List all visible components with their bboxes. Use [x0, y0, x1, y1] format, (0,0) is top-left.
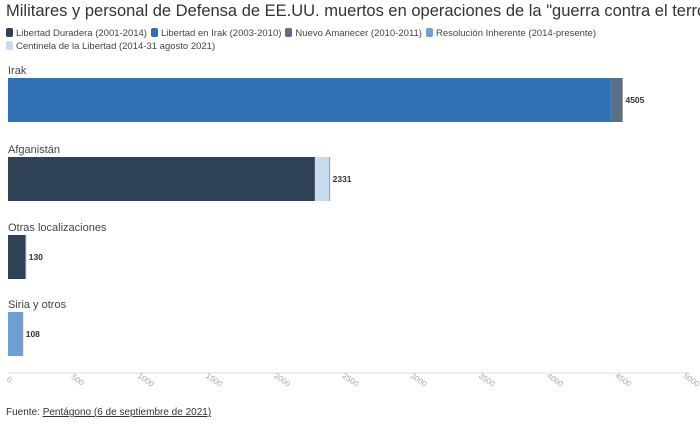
legend-label: Centinela de la Libertad (2014-31 agosto… — [16, 41, 216, 52]
bar-segment[interactable] — [8, 235, 26, 279]
x-tick-label: 4500 — [613, 371, 633, 389]
bar-segment[interactable] — [610, 78, 623, 122]
bar-total-label: 130 — [29, 252, 43, 262]
legend-item[interactable]: Libertad Duradera (2001-2014) — [6, 27, 147, 40]
legend-label: Nuevo Amanecer (2010-2011) — [295, 28, 422, 39]
category-label: Siria y otros — [8, 299, 67, 311]
category-label: Afganistán — [8, 144, 60, 156]
bar-total-label: 108 — [26, 329, 40, 339]
legend-swatch — [6, 41, 13, 50]
bar-total-label: 2331 — [333, 174, 352, 184]
source-note: Fuente: Pentágono (6 de septiembre de 20… — [6, 407, 211, 418]
legend-label: Libertad en Irak (2003-2010) — [160, 28, 282, 39]
source-link[interactable]: Pentágono (6 de septiembre de 2021) — [42, 407, 212, 418]
x-tick-label: 1500 — [204, 371, 224, 389]
x-tick-label: 5000 — [682, 371, 700, 389]
category-label: Otras localizaciones — [8, 222, 107, 234]
legend-item[interactable]: Nuevo Amanecer (2010-2011) — [285, 27, 422, 40]
legend-item[interactable]: Libertad en Irak (2003-2010) — [150, 27, 282, 40]
x-tick-label: 0 — [5, 375, 14, 385]
x-tick-label: 3500 — [477, 371, 497, 389]
x-tick-label: 2500 — [341, 371, 361, 389]
bar-segment[interactable] — [8, 157, 315, 201]
bar-segment[interactable] — [8, 312, 23, 356]
x-tick-label: 1000 — [136, 371, 156, 389]
bar-total-label: 4505 — [625, 95, 644, 105]
legend-swatch — [6, 28, 13, 37]
x-tick-label: 4000 — [545, 371, 565, 389]
legend-label: Libertad Duradera (2001-2014) — [16, 28, 147, 39]
category-label: Irak — [8, 65, 27, 77]
legend-swatch — [285, 28, 293, 37]
bar-chart: Irak 4505 Afganistán 2331 Otras localizacion… — [5, 65, 700, 389]
source-prefix: Fuente: — [6, 407, 43, 418]
legend-label: Resolución Inherente (2014-presente) — [435, 28, 596, 39]
legend-item[interactable]: Centinela de la Libertad (2014-31 agosto… — [6, 40, 215, 53]
x-tick-label: 3000 — [409, 371, 429, 389]
legend-item[interactable]: Resolución Inherente (2014-presente) — [425, 27, 596, 40]
bar-segment[interactable] — [314, 157, 330, 201]
x-tick-label: 500 — [70, 372, 87, 387]
bar-segment[interactable] — [8, 78, 611, 122]
legend: Libertad Duradera (2001-2014) Libertad en… — [6, 27, 606, 53]
chart-title: Militares y personal de Defensa de EE.UU… — [6, 2, 700, 20]
legend-swatch — [150, 28, 158, 37]
x-tick-label: 2000 — [272, 371, 292, 389]
legend-swatch — [425, 28, 433, 37]
